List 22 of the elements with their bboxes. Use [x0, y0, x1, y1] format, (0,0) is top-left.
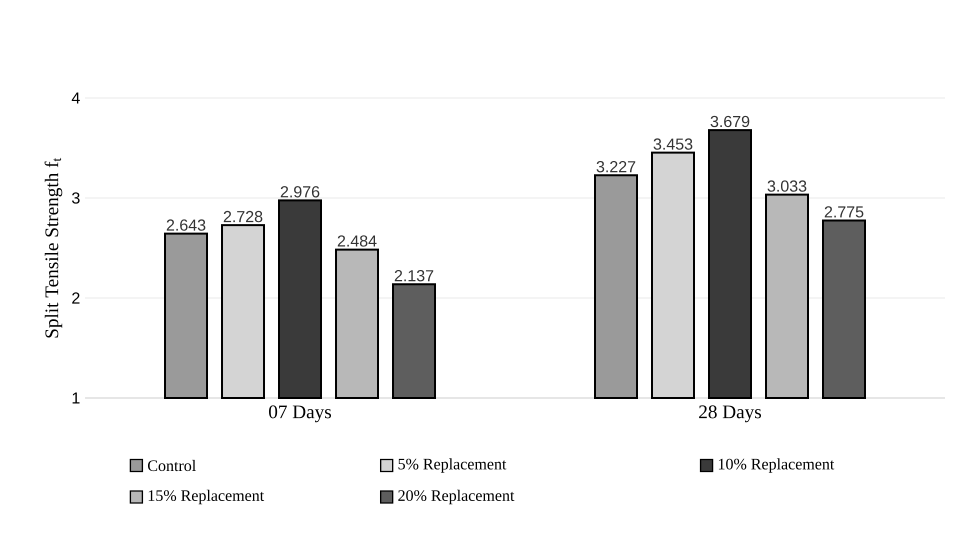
y-tick-label: 3: [72, 192, 80, 204]
data-label: 2.728: [224, 210, 262, 222]
data-label: 3.033: [768, 180, 806, 192]
data-label: 2.976: [280, 186, 320, 198]
data-label: 2.643: [166, 219, 206, 231]
data-label: 3.453: [654, 138, 692, 150]
legend-label: 15% Replacement: [148, 490, 264, 504]
legend-label: 5% Replacement: [398, 458, 506, 473]
legend-label: 20% Replacement: [398, 490, 514, 504]
x-tick-label: 07 Days: [269, 405, 332, 422]
legend-label: Control: [148, 460, 196, 472]
data-label: 3.679: [710, 116, 750, 128]
y-tick-label: 4: [72, 92, 80, 104]
data-label: 2.775: [824, 206, 864, 218]
x-tick-label: 28 Days: [699, 405, 762, 422]
data-label: 3.227: [596, 161, 636, 172]
y-tick-label: 2: [72, 292, 80, 304]
legend-label: 10% Replacement: [718, 458, 834, 473]
y-tick-label: 1: [72, 392, 80, 404]
y-axis-title: Split Tensile Strength f$_{t}$: [44, 158, 62, 338]
data-label: 2.484: [338, 235, 377, 247]
data-label: 2.137: [394, 270, 434, 282]
